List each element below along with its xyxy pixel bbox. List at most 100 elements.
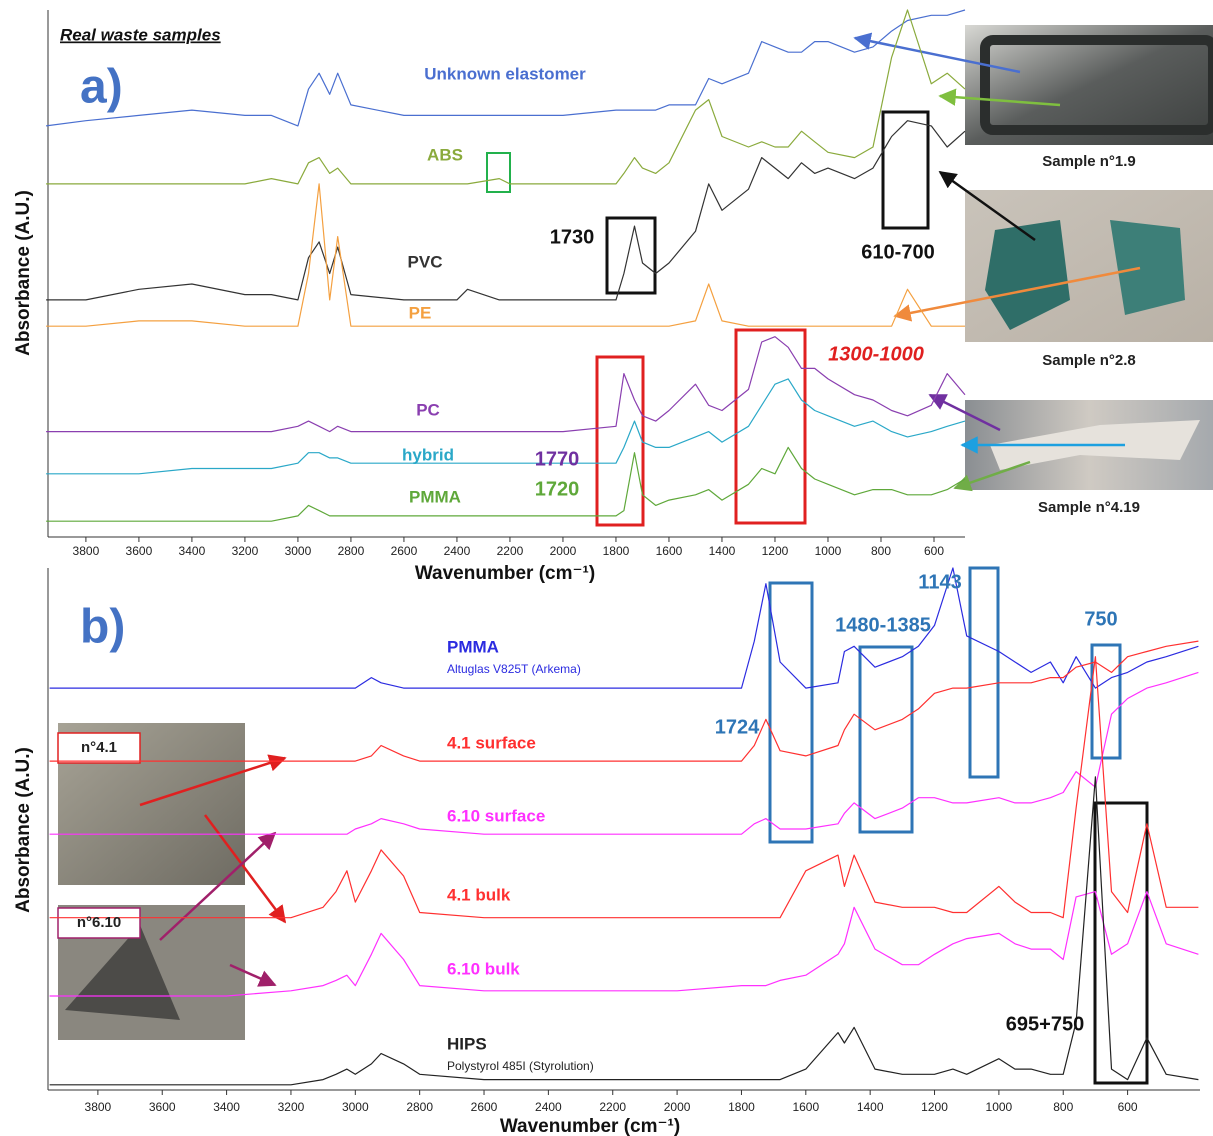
series-label: PMMA: [409, 487, 461, 506]
x-tick-label: 1200: [921, 1100, 948, 1114]
highlight-box: [1090, 643, 1122, 760]
layout: [57, 25, 1213, 1085]
x-tick-label: 800: [1053, 1100, 1073, 1114]
series-note: Altuglas V825T (Arkema): [447, 662, 581, 676]
x-tick-label: 2600: [391, 544, 418, 558]
photo-detail: [980, 35, 1213, 135]
x-tick-label: 3000: [285, 544, 312, 558]
arrow: [229, 963, 277, 987]
panel: 3800 3600 3400 3200 3000 2800 2600 2400 2200 2000…: [13, 9, 1140, 584]
highlight-box: [881, 110, 930, 230]
series-label: PE: [409, 303, 432, 322]
x-tick-label: 600: [1118, 1100, 1138, 1114]
spectrum-line: [46, 446, 966, 522]
highlight-box: [734, 328, 807, 525]
spectrum-line: [49, 640, 1199, 762]
x-tick-label: 3000: [342, 1100, 369, 1114]
series-label: HIPS: [447, 1034, 487, 1053]
annotation: 610-700: [861, 241, 934, 263]
sample-tag: [57, 732, 141, 764]
arrow: [893, 266, 1141, 322]
annotation: 1720: [535, 478, 580, 500]
sample-caption: Sample n°1.9: [1042, 153, 1136, 170]
x-tick-label: 1400: [857, 1100, 884, 1114]
x-tick-label: 2200: [497, 544, 524, 558]
x-tick-label: 3400: [179, 544, 206, 558]
arrow: [139, 754, 287, 807]
x-tick-label: 1400: [709, 544, 736, 558]
spectrum-line: [46, 336, 966, 433]
arrow: [203, 814, 287, 924]
x-tick-label: 600: [924, 544, 944, 558]
series-label: ABS: [427, 145, 463, 164]
annotation: 750: [1084, 608, 1117, 630]
x-tick-label: 2000: [664, 1100, 691, 1114]
sample-caption: n°4.1: [81, 739, 117, 756]
x-tick-label: 1000: [815, 544, 842, 558]
spectrum-line: [49, 891, 1199, 997]
spectrum-line: [46, 9, 966, 185]
panel: 3800 3600 3400 3200 3000 2800 2600 2400 2200 2000…: [13, 567, 1200, 1136]
panel-letter: a): [80, 61, 123, 114]
series-label: PMMA: [447, 637, 499, 656]
x-tick-label: 3200: [232, 544, 259, 558]
y-axis-title: Absorbance (A.U.): [13, 747, 34, 913]
x-tick-label: 2000: [550, 544, 577, 558]
y-axis-title: Absorbance (A.U.): [13, 190, 34, 356]
arrow: [938, 88, 1061, 107]
arrow: [938, 170, 1036, 242]
panel-header: Real waste samples: [60, 25, 221, 44]
x-tick-label: 2200: [599, 1100, 626, 1114]
annotation: 1300-1000: [828, 343, 924, 365]
series-label: Unknown elastomer: [424, 64, 586, 83]
highlight-box: [1093, 801, 1149, 1085]
annotation: 1770: [535, 448, 580, 470]
highlight-box: [595, 355, 645, 527]
x-tick-label: 2800: [338, 544, 365, 558]
photo-detail: [1110, 220, 1185, 315]
spectrum-line: [49, 656, 1199, 919]
spectrum-line: [49, 671, 1199, 835]
x-tick-label: 3800: [73, 544, 100, 558]
x-tick-label: 3600: [149, 1100, 176, 1114]
series-label: PC: [416, 400, 440, 419]
x-tick-label: 800: [871, 544, 891, 558]
series-note: Polystyrol 485I (Styrolution): [447, 1059, 594, 1073]
x-tick-label: 1800: [603, 544, 630, 558]
sample-tag: [57, 907, 141, 939]
annotation: 1730: [550, 226, 595, 248]
series-label: PVC: [408, 252, 443, 271]
x-tick-label: 3400: [213, 1100, 240, 1114]
highlight-box: [486, 152, 511, 193]
x-tick-label: 1000: [986, 1100, 1013, 1114]
series-label: 4.1 bulk: [447, 885, 511, 904]
sample-caption: Sample n°2.8: [1042, 352, 1136, 369]
x-tick-label: 2800: [406, 1100, 433, 1114]
annotation: 1143: [918, 571, 961, 593]
annotation: 1480-1385: [835, 614, 931, 636]
x-tick-label: 3200: [278, 1100, 305, 1114]
spectrum-line: [46, 120, 966, 301]
spectrum-line: [49, 776, 1199, 1086]
highlight-box: [768, 581, 814, 844]
spectrum-line: [46, 9, 966, 127]
spectrum-line: [46, 183, 965, 327]
series-label: 6.10 bulk: [447, 959, 520, 978]
x-tick-label: 2400: [444, 544, 471, 558]
x-tick-label: 3800: [85, 1100, 112, 1114]
spectrum-line: [46, 378, 966, 475]
highlight-box: [858, 645, 914, 834]
x-tick-label: 3600: [126, 544, 153, 558]
highlight-box: [605, 216, 657, 295]
panel-letter: b): [80, 601, 125, 654]
x-tick-label: 1600: [792, 1100, 819, 1114]
x-tick-label: 1800: [728, 1100, 755, 1114]
sample-caption: Sample n°4.19: [1038, 499, 1140, 516]
arrow: [159, 831, 277, 941]
x-axis-title: Wavenumber (cm⁻¹): [415, 563, 595, 584]
sample-caption: n°6.10: [77, 914, 121, 931]
series-label: hybrid: [402, 445, 454, 464]
arrow: [928, 393, 1001, 432]
spectrum-line: [49, 567, 1199, 689]
